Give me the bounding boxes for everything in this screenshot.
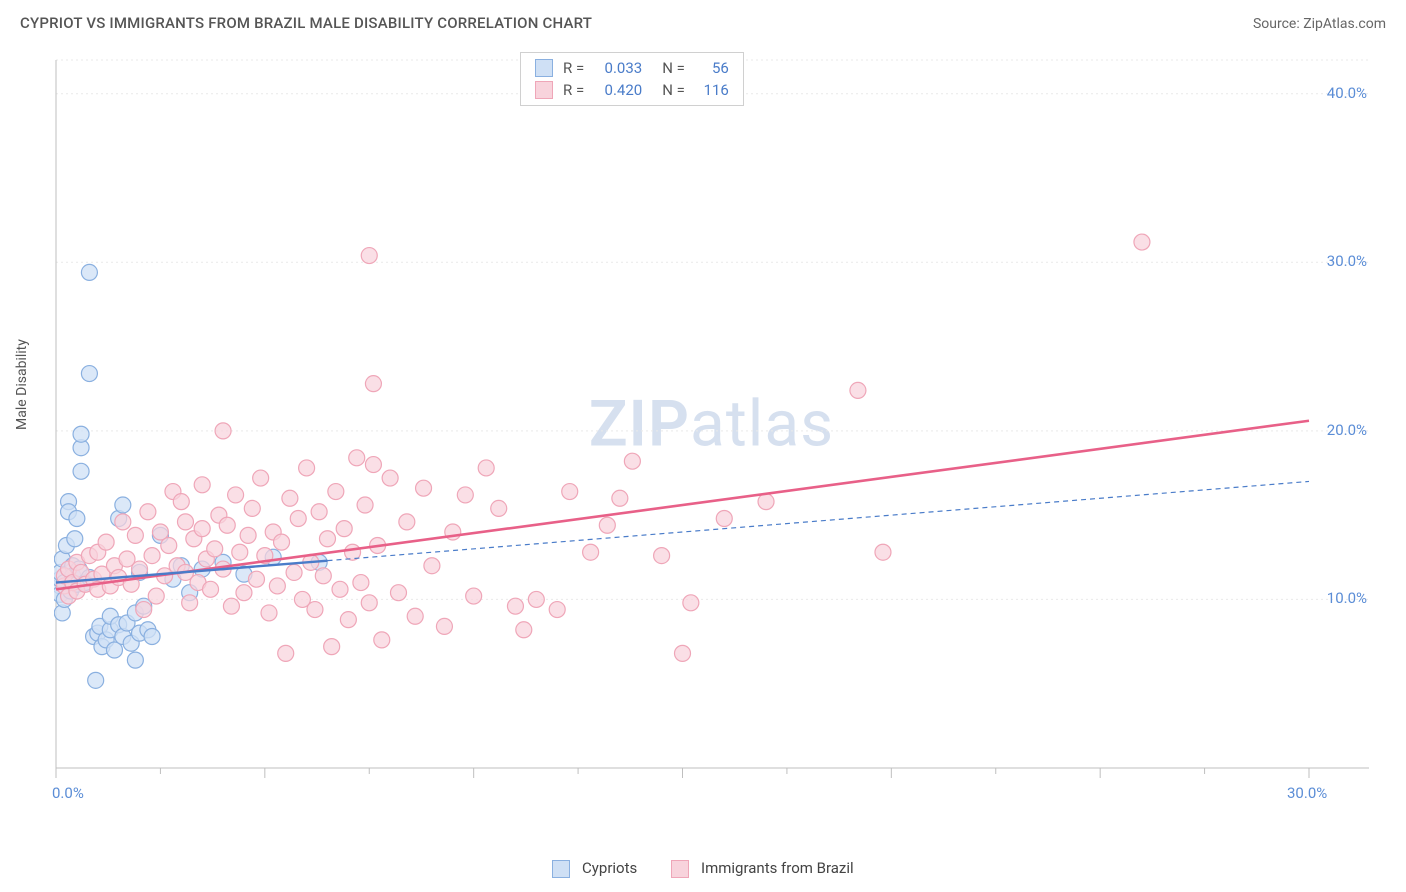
x-tick-label: 0.0%	[52, 784, 84, 802]
stats-row-cypriots: R =0.033 N =56	[535, 57, 729, 79]
swatch-cypriots	[535, 59, 553, 77]
stats-row-brazil: R =0.420 N =116	[535, 79, 729, 101]
swatch-brazil	[535, 81, 553, 99]
legend-item-cypriots: Cypriots	[552, 859, 637, 878]
swatch-brazil-icon	[671, 860, 689, 878]
source-label: Source: ZipAtlas.com	[1253, 16, 1386, 32]
swatch-cypriots-icon	[552, 860, 570, 878]
stats-legend: R =0.033 N =56 R =0.420 N =116	[520, 52, 744, 106]
y-tick-label: 10.0%	[1317, 589, 1367, 607]
chart-title: CYPRIOT VS IMMIGRANTS FROM BRAZIL MALE D…	[20, 14, 592, 32]
scatter-plot	[54, 52, 1369, 812]
legend-item-brazil: Immigrants from Brazil	[671, 859, 853, 878]
y-tick-label: 20.0%	[1317, 421, 1367, 439]
y-axis-label: Male Disability	[14, 339, 30, 430]
x-tick-label: 30.0%	[1287, 784, 1327, 802]
y-tick-label: 40.0%	[1317, 84, 1367, 102]
chart-area: ZIPatlas R =0.033 N =56 R =0.420 N =116 …	[54, 52, 1369, 812]
bottom-legend: Cypriots Immigrants from Brazil	[0, 859, 1406, 878]
y-tick-label: 30.0%	[1317, 252, 1367, 270]
